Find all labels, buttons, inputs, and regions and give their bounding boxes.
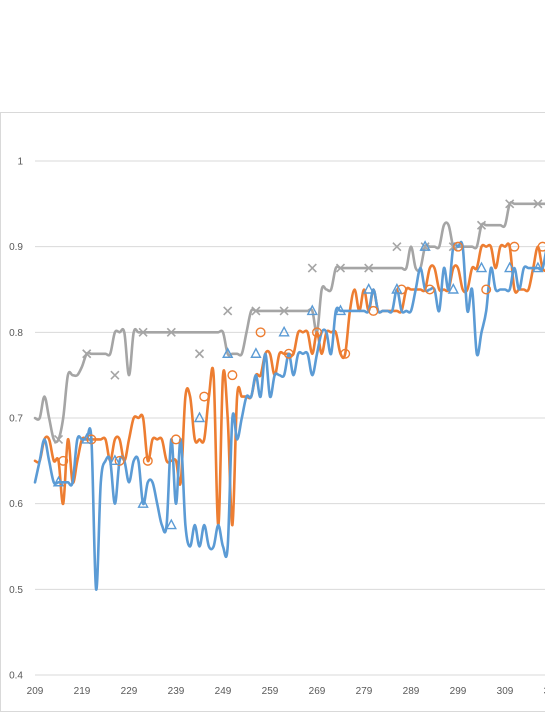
series-marker-circle [283,348,294,359]
series-marker-triangle [109,454,121,466]
series-marker-circle [86,434,97,445]
series-marker-x [110,370,120,380]
series-marker-triangle [306,304,318,316]
series-marker-triangle [52,475,65,487]
series-marker-x [138,327,148,337]
series-marker-x [53,434,64,444]
series-marker-x [166,327,176,337]
x-tick-label: 269 [309,686,326,697]
series-marker-circle [199,391,210,402]
series-marker-x [194,349,205,359]
series-marker-triangle [81,432,93,444]
y-tick-label: 0.7 [9,414,23,425]
series-marker-triangle [193,411,206,423]
series-marker-triangle [137,497,149,508]
series-marker-triangle [419,240,431,251]
line-chart: 0.4 0.5 0.6 0.7 0.8 0.9 1 209 219 229 239 249 259 26… [9,157,545,697]
series-marker-x [533,199,543,209]
x-tick-label: 259 [262,686,279,697]
series-marker-circle [312,327,323,338]
x-tick-label: 319 [544,686,545,697]
series-marker-x [279,306,289,316]
series-marker-triangle [363,283,375,294]
series-marker-circle [396,284,407,295]
y-tick-label: 0.9 [9,242,23,253]
x-tick-label: 239 [168,686,185,697]
series-marker-x [476,220,487,230]
x-tick-label: 279 [356,686,373,697]
series-marker-circle [424,284,435,295]
series-marker-circle [227,370,238,381]
series-marker-circle [481,284,492,295]
x-tick-label: 309 [497,686,514,697]
series-marker-x [82,349,92,359]
series-marker-triangle [334,304,347,316]
series-marker-triangle [278,325,290,337]
y-tick-label: 0.8 [9,328,23,339]
series-marker-x [223,306,233,316]
x-tick-label: 209 [27,686,44,697]
series-line [33,242,545,527]
series-marker-triangle [447,283,459,294]
series-marker-circle [537,241,545,252]
chart-frame: 0.4 0.5 0.6 0.7 0.8 0.9 1 209 219 229 239 249 259 26… [0,112,545,712]
series-markers [52,199,545,530]
series-marker-circle [509,241,520,252]
series-lines [33,200,545,591]
series-marker-circle [368,305,379,316]
series-marker-circle [255,327,266,338]
series-line [33,200,545,444]
series-marker-circle [170,434,181,445]
series-marker-circle [453,241,464,252]
gridlines [35,160,545,676]
series-marker-x [420,242,430,252]
series-marker-triangle [391,283,403,294]
series-marker-x [505,199,515,209]
series-marker-circle [340,348,351,359]
x-tick-label: 299 [450,686,467,697]
x-tick-label: 219 [74,686,91,697]
series-marker-triangle [222,347,234,358]
series-marker-triangle [475,261,488,273]
series-marker-x [251,306,261,316]
y-tick-label: 1 [17,157,23,168]
series-marker-circle [58,455,69,466]
x-tick-label: 229 [121,686,138,697]
series-marker-x [335,263,346,273]
series-marker-x [307,263,317,273]
y-tick-label: 0.4 [9,671,23,682]
y-axis-ticks: 0.4 0.5 0.6 0.7 0.8 0.9 1 [9,157,23,682]
series-marker-circle [114,455,125,466]
series-marker-x [392,242,402,252]
y-tick-label: 0.6 [9,499,23,510]
series-marker-triangle [250,347,262,358]
x-axis-ticks: 209219229239249259269279289299309319329 [27,686,545,697]
series-line [33,240,545,591]
x-tick-label: 289 [403,686,420,697]
series-marker-triangle [532,261,544,273]
series-marker-circle [142,455,153,466]
y-tick-label: 0.5 [9,585,23,596]
series-marker-triangle [504,261,516,273]
x-tick-label: 249 [215,686,232,697]
series-marker-triangle [165,518,177,530]
series-marker-x [364,263,374,273]
